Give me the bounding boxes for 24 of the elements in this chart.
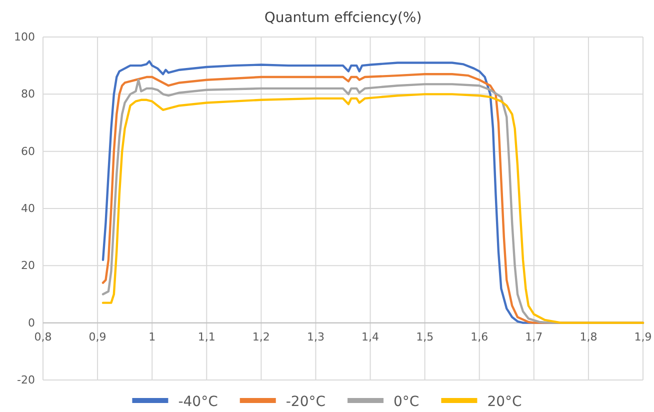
x-tick-label: 1,3 <box>306 330 324 344</box>
x-tick-label: 0,9 <box>88 330 106 344</box>
y-tick-label: 20 <box>21 259 35 272</box>
y-tick-label: 40 <box>21 202 35 216</box>
x-tick-label: 1 <box>148 330 156 344</box>
y-tick-label: -20 <box>17 374 35 387</box>
x-tick-label: 1,8 <box>580 330 598 344</box>
y-tick-label: 60 <box>21 144 35 158</box>
chart-title: Quantum effciency(%) <box>264 10 422 26</box>
x-tick-label: 1,7 <box>525 330 543 344</box>
legend-label: 20°C <box>487 394 522 410</box>
x-tick-label: 1,6 <box>470 330 488 344</box>
x-tick-label: 0,8 <box>34 330 52 344</box>
x-tick-label: 1,4 <box>362 330 380 344</box>
legend-label: -40°C <box>178 394 218 410</box>
x-tick-label: 1,1 <box>198 330 216 344</box>
x-tick-label: 1,2 <box>252 330 270 344</box>
legend-label: -20°C <box>286 394 326 410</box>
x-tick-label: 1,9 <box>634 330 652 344</box>
x-tick-label: 1,5 <box>416 330 434 344</box>
y-tick-label: 80 <box>21 88 35 101</box>
legend-label: 0°C <box>394 394 420 410</box>
y-tick-label: 0 <box>28 316 35 330</box>
y-tick-label: 100 <box>14 30 35 44</box>
